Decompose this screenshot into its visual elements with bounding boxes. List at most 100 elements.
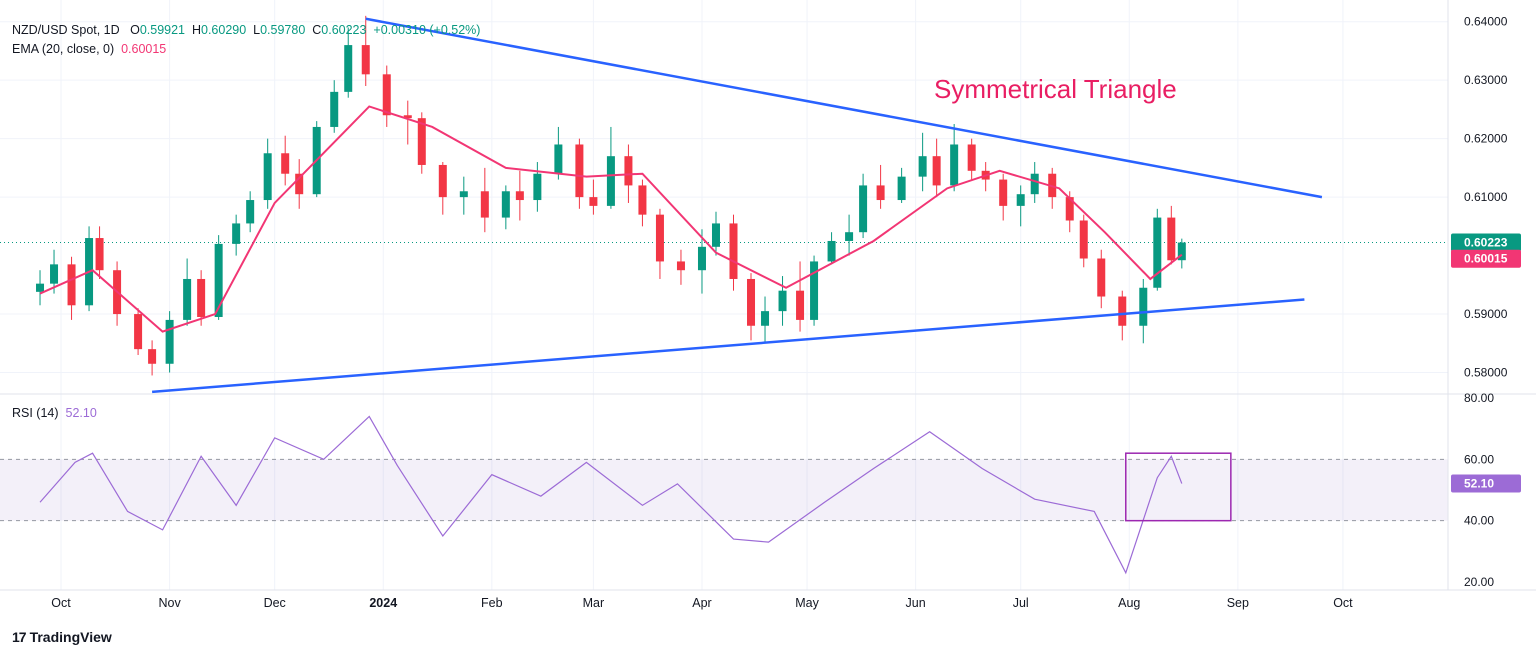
tradingview-logo[interactable]: 17 TradingView bbox=[12, 629, 112, 645]
candle-body bbox=[796, 290, 805, 320]
price-tick-label: 0.64000 bbox=[1464, 15, 1508, 29]
candle-body bbox=[1167, 217, 1176, 261]
ema-polyline bbox=[39, 105, 1183, 333]
candle-body bbox=[197, 278, 206, 317]
price-tick-label: 0.59000 bbox=[1464, 307, 1508, 321]
rsi-line bbox=[39, 415, 1232, 575]
time-tick-label: Jun bbox=[906, 596, 926, 610]
candle-body bbox=[281, 153, 290, 174]
time-tick-label: 2024 bbox=[369, 596, 397, 610]
candle-body bbox=[554, 144, 563, 174]
candle-body bbox=[810, 261, 819, 320]
close-value: 0.60223 bbox=[321, 23, 367, 37]
ohlc-header: NZD/USD Spot, 1D O0.59921 H0.60290 L0.59… bbox=[12, 23, 480, 37]
time-tick-label: Dec bbox=[264, 596, 286, 610]
gridlines bbox=[0, 0, 1448, 590]
rsi-tick-label: 80.00 bbox=[1464, 391, 1494, 405]
candle-body bbox=[1065, 197, 1074, 221]
candle-body bbox=[480, 191, 489, 218]
candle-body bbox=[1016, 194, 1025, 206]
ema-label: EMA (20, close, 0) bbox=[12, 42, 115, 56]
candle-body bbox=[361, 45, 370, 75]
candle-body bbox=[778, 290, 787, 312]
axes: 0.64000 0.63000 0.62000 0.61000 0.59000 0.580… bbox=[0, 0, 1536, 610]
candle-body bbox=[876, 185, 885, 201]
rsi-label: RSI (14) bbox=[12, 406, 59, 420]
time-tick-label: May bbox=[795, 596, 819, 610]
time-tick-label: Mar bbox=[583, 596, 605, 610]
candle-body bbox=[459, 191, 468, 198]
candle-body bbox=[501, 191, 510, 218]
price-labels: 0.60223 0.60015 52.10 bbox=[1451, 233, 1521, 493]
candle-body bbox=[638, 185, 647, 215]
trendlines bbox=[151, 17, 1323, 394]
lower-trendline bbox=[151, 298, 1305, 394]
candle-body bbox=[50, 264, 59, 284]
candle-body bbox=[67, 264, 76, 306]
candle-body bbox=[533, 173, 542, 201]
price-tick-label: 0.63000 bbox=[1464, 73, 1508, 87]
open-value: 0.59921 bbox=[139, 23, 186, 37]
symbol-label[interactable]: NZD/USD Spot, 1D bbox=[12, 23, 120, 37]
close-label: C bbox=[312, 23, 322, 37]
candle-body bbox=[1097, 258, 1106, 297]
candle-body bbox=[859, 185, 868, 233]
rsi-value-badge bbox=[1451, 474, 1521, 493]
rsi-tick-label: 60.00 bbox=[1464, 452, 1494, 466]
low-label: L bbox=[253, 23, 261, 37]
candle-body bbox=[148, 349, 157, 364]
low-value: 0.59780 bbox=[260, 23, 306, 37]
rsi-tick-label: 20.00 bbox=[1464, 575, 1494, 589]
candle-body bbox=[606, 156, 615, 206]
candle-body bbox=[1030, 173, 1039, 195]
candle-body bbox=[729, 223, 738, 279]
candle-body bbox=[950, 144, 959, 186]
high-value: 0.60290 bbox=[201, 23, 247, 37]
rsi-tick-label: 40.00 bbox=[1464, 514, 1494, 528]
time-tick-label: Oct bbox=[1333, 596, 1353, 610]
candle-body bbox=[183, 278, 192, 320]
rsi-polyline bbox=[39, 415, 1183, 575]
candle-body bbox=[232, 223, 241, 244]
ema-legend[interactable]: EMA (20, close, 0) 0.60015 bbox=[12, 42, 166, 56]
ema-price-text: 0.60015 bbox=[1464, 252, 1508, 266]
candle-body bbox=[515, 191, 524, 201]
candle-body bbox=[575, 144, 584, 198]
candle-body bbox=[295, 173, 304, 195]
price-tick-label: 0.61000 bbox=[1464, 190, 1508, 204]
last-price-text: 0.60223 bbox=[1464, 236, 1508, 250]
price-tick-label: 0.62000 bbox=[1464, 132, 1508, 146]
last-price-badge bbox=[1451, 233, 1521, 252]
time-tick-label: Feb bbox=[481, 596, 503, 610]
upper-trendline bbox=[365, 17, 1323, 199]
candle-body bbox=[1177, 242, 1186, 261]
ema-price-badge bbox=[1451, 249, 1521, 268]
rsi-value-text: 52.10 bbox=[1464, 477, 1494, 491]
tv-logo-icon: 17 bbox=[12, 629, 27, 645]
candle-body bbox=[655, 214, 664, 262]
rsi-band-fill bbox=[0, 459, 1448, 521]
time-tick-label: Oct bbox=[51, 596, 71, 610]
change-value: +0.00310 (+0.52%) bbox=[373, 23, 481, 37]
time-tick-label: Nov bbox=[158, 596, 181, 610]
candle-body bbox=[918, 156, 927, 177]
candle-body bbox=[999, 179, 1008, 206]
candle-body bbox=[624, 156, 633, 186]
candle-body bbox=[897, 176, 906, 201]
high-label: H bbox=[191, 23, 201, 37]
candle-body bbox=[711, 223, 720, 247]
candle-body bbox=[382, 74, 391, 116]
candle-body bbox=[589, 197, 598, 206]
candle-body bbox=[95, 238, 104, 271]
candle-body bbox=[747, 278, 756, 326]
time-tick-label: Sep bbox=[1227, 596, 1249, 610]
pattern-annotation: Symmetrical Triangle bbox=[934, 74, 1177, 104]
brand-name: TradingView bbox=[29, 629, 112, 645]
candle-body bbox=[214, 243, 223, 317]
candle-body bbox=[417, 118, 426, 165]
candle-body bbox=[1139, 287, 1148, 326]
rsi-legend[interactable]: RSI (14) 52.10 bbox=[12, 406, 97, 420]
time-tick-label: Apr bbox=[692, 596, 711, 610]
rsi-band bbox=[0, 458, 1448, 522]
